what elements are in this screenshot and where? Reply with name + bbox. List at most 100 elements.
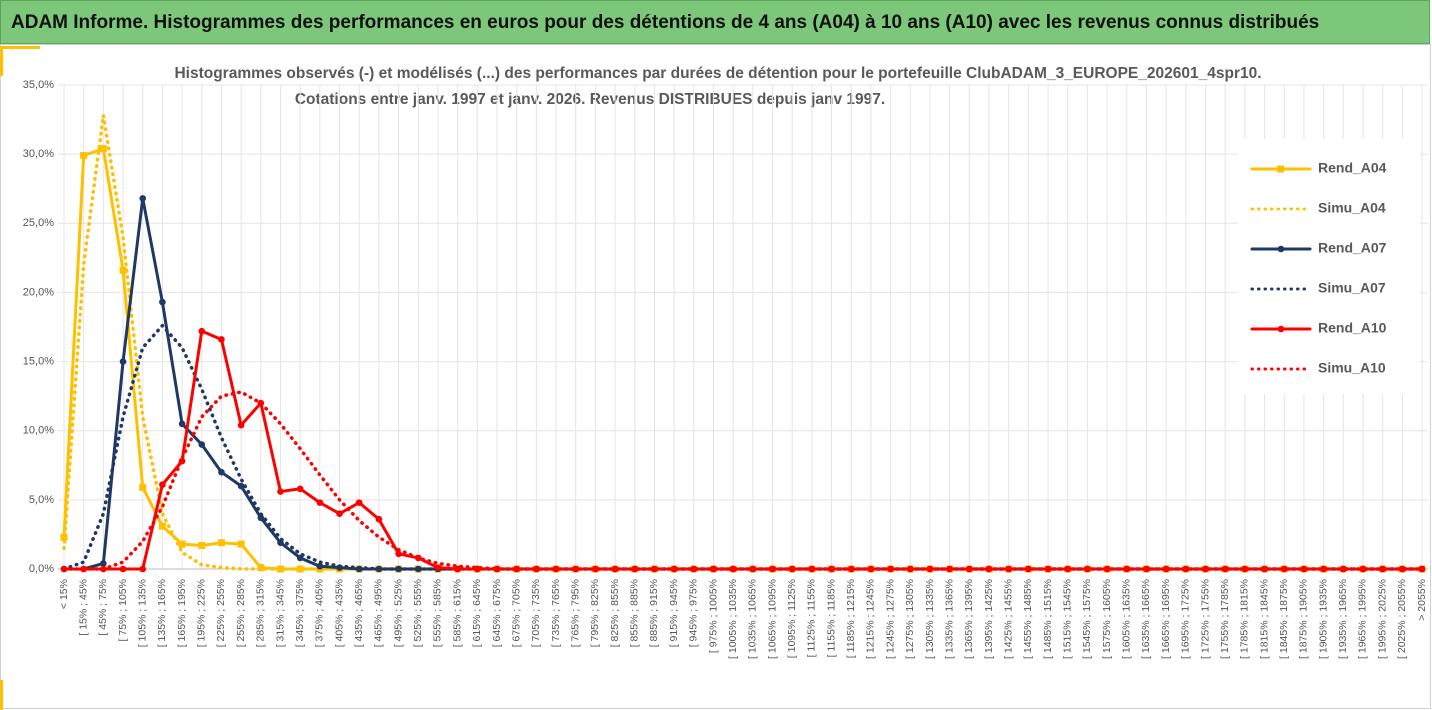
x-tick-label: < 15% xyxy=(58,579,70,609)
x-tick-label: [ 585% ; 615% xyxy=(451,579,463,647)
x-tick-label: [ 1275% ; 1305% xyxy=(904,579,916,659)
x-tick-label: [ 1665% ; 1695% xyxy=(1160,579,1172,659)
x-tick-label: [ 1395% ; 1425% xyxy=(983,579,995,659)
x-tick-label: [ 555% ; 585% xyxy=(432,579,444,647)
marker xyxy=(237,540,245,548)
marker xyxy=(375,515,383,523)
x-tick-label: [ 1335% ; 1365% xyxy=(943,579,955,659)
x-tick-label: [ 75% ; 105% xyxy=(117,579,129,641)
x-tick-label: [ 1905% ; 1935% xyxy=(1317,579,1329,659)
marker xyxy=(139,483,147,491)
marker xyxy=(1162,565,1170,573)
x-tick-label: [ 915% ; 945% xyxy=(668,579,680,647)
x-tick-label: [ 45% ; 75% xyxy=(97,579,109,636)
x-tick-label: [ 1515% ; 1545% xyxy=(1062,579,1074,659)
marker xyxy=(1123,565,1131,573)
marker xyxy=(395,550,402,558)
x-tick-label: [ 1755% ; 1785% xyxy=(1219,579,1231,659)
x-tick-label: [ 2025% ; 2055% xyxy=(1396,579,1408,659)
marker xyxy=(1103,565,1111,573)
x-tick-label: > 2055% xyxy=(1416,579,1428,621)
x-tick-label: [ 1785% ; 1815% xyxy=(1239,579,1251,659)
x-tick-label: [ 1425% ; 1455% xyxy=(1002,579,1014,659)
x-tick-label: [ 1815% ; 1845% xyxy=(1258,579,1270,659)
accent xyxy=(0,46,3,76)
marker xyxy=(80,152,88,160)
marker xyxy=(257,514,265,522)
marker xyxy=(237,482,245,490)
marker xyxy=(198,441,206,448)
x-tick-label: [ 225% ; 255% xyxy=(215,579,227,647)
marker xyxy=(158,522,166,530)
x-tick-label: [ 1935% ; 1965% xyxy=(1337,579,1349,659)
marker xyxy=(1143,565,1150,573)
y-tick-label: 5,0% xyxy=(29,494,54,506)
y-tick-label: 0,0% xyxy=(29,563,54,575)
marker xyxy=(198,327,206,335)
x-tick-label: [ 1155% ; 1185% xyxy=(825,579,837,657)
chart-subtitle: Cotations entre janv. 1997 et janv. 2026… xyxy=(295,91,885,108)
x-tick-label: [ 1005% ; 1035% xyxy=(727,579,739,659)
x-tick-label: [ 1545% ; 1575% xyxy=(1081,579,1093,659)
marker xyxy=(1241,565,1249,573)
marker xyxy=(1418,565,1426,573)
accent xyxy=(0,46,40,49)
x-tick-label: [ 1845% ; 1875% xyxy=(1278,579,1290,659)
legend-label: Rend_A10 xyxy=(1318,320,1387,336)
x-tick-label: [ 885% ; 915% xyxy=(648,579,660,647)
x-tick-label: [ 495% ; 525% xyxy=(392,579,404,647)
x-tick-label: [ 1695% ; 1725% xyxy=(1180,579,1192,659)
x-tick-label: [ 1605% ; 1635% xyxy=(1121,579,1133,659)
marker xyxy=(257,564,265,572)
x-tick-label: [ 735% ; 765% xyxy=(550,579,562,647)
marker xyxy=(277,488,284,495)
marker xyxy=(1261,565,1268,573)
series-line xyxy=(62,390,1424,571)
marker xyxy=(336,510,343,517)
marker xyxy=(159,481,166,488)
marker xyxy=(1202,565,1209,573)
y-tick-label: 10,0% xyxy=(23,425,54,437)
x-tick-label: [ 525% ; 555% xyxy=(412,579,424,647)
chart-frame xyxy=(0,44,1431,709)
legend-label: Rend_A04 xyxy=(1318,160,1387,176)
x-tick-label: [ 15% ; 45% xyxy=(77,579,89,636)
x-tick-label: [ 1875% ; 1905% xyxy=(1298,579,1310,659)
x-tick-label: [ 645% ; 675% xyxy=(491,579,503,647)
x-tick-label: [ 1635% ; 1665% xyxy=(1140,579,1152,659)
marker xyxy=(100,560,107,567)
legend-box xyxy=(1238,139,1420,394)
marker xyxy=(355,499,363,506)
x-tick-label: [ 615% ; 645% xyxy=(471,579,483,647)
marker xyxy=(493,565,501,573)
marker xyxy=(178,420,186,428)
legend-marker xyxy=(1277,325,1285,333)
x-tick-label: [ 1455% ; 1485% xyxy=(1022,579,1034,659)
x-tick-label: [ 1365% ; 1395% xyxy=(963,579,975,659)
chart: Histogrammes observés (-) et modélisés (… xyxy=(0,44,1431,710)
marker xyxy=(296,485,304,493)
chart-title: Histogrammes observés (-) et modélisés (… xyxy=(174,65,1261,82)
x-tick-label: [ 1185% ; 1215% xyxy=(845,579,857,658)
x-tick-label: [ 855% ; 885% xyxy=(629,579,641,647)
marker xyxy=(513,565,520,573)
x-tick-label: [ 975% ; 1005% xyxy=(707,579,719,653)
marker xyxy=(119,266,127,274)
y-tick-label: 25,0% xyxy=(23,217,54,229)
header-title: ADAM Informe. Histogrammes des performan… xyxy=(0,0,1430,44)
x-tick-label: [ 1575% ; 1605% xyxy=(1101,579,1113,659)
marker xyxy=(1221,565,1229,573)
marker xyxy=(434,564,442,571)
x-tick-label: [ 435% ; 465% xyxy=(353,579,365,647)
x-tick-label: [ 375% ; 405% xyxy=(314,579,326,647)
x-tick-label: [ 405% ; 435% xyxy=(333,579,345,647)
x-tick-label: [ 1065% ; 1095% xyxy=(766,579,778,659)
marker xyxy=(119,358,127,365)
y-tick-label: 20,0% xyxy=(23,286,54,298)
x-tick-label: [ 1965% ; 1995% xyxy=(1357,579,1369,659)
marker xyxy=(237,421,245,429)
legend-label: Rend_A07 xyxy=(1318,240,1387,256)
marker xyxy=(1182,565,1190,573)
x-tick-label: [ 1995% ; 2025% xyxy=(1376,579,1388,659)
